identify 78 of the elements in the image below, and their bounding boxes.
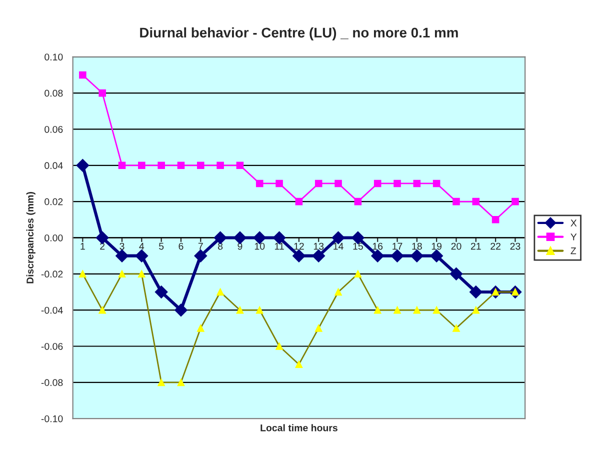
x-tick-label: 6 [178,242,184,250]
point [492,216,500,224]
point [292,249,306,262]
legend-label: Z [570,247,576,254]
point [79,71,86,79]
legend-label: Y [570,234,577,240]
point [194,249,208,262]
point [374,180,382,188]
point [371,249,384,262]
point [430,249,443,262]
point [276,180,283,188]
x-tick-label: 3 [120,242,124,250]
x-tick-label: 5 [159,242,164,250]
point [334,180,342,188]
point [234,231,246,244]
chart-title: Diurnal behavior - Centre (LU) _ no more 0.1 mm [140,27,458,40]
point [314,180,322,188]
x-tick-label: 22 [490,242,500,250]
y-tick-label: 0.02 [44,198,63,206]
x-tick-label: 17 [392,242,402,250]
point [214,231,227,244]
y-tick-label: -0.10 [41,415,63,422]
point [512,198,519,206]
x-tick-label: 20 [451,242,462,250]
point [216,162,224,170]
x-tick-label: 14 [334,242,344,250]
x-tick-label: 7 [198,242,203,250]
y-tick-label: -0.06 [41,342,63,350]
x-tick-label: 23 [510,242,520,250]
y-tick-label: -0.08 [41,379,63,386]
y-tick-label: 0.08 [44,90,63,97]
point [154,286,168,298]
point [158,162,165,170]
point [450,267,463,280]
y-tick-label: 0.10 [44,54,63,60]
x-tick-label: 21 [470,242,481,250]
point [96,231,109,244]
x-tick-label: 16 [372,242,383,250]
point [118,162,126,170]
point [76,158,90,172]
point [236,162,244,170]
legend-label: X [570,220,577,226]
x-tick-label: 13 [314,242,324,250]
point [138,162,146,170]
point [354,198,362,206]
point [116,249,128,262]
x-tick-label: 10 [254,242,265,250]
x-tick-label: 18 [412,242,422,250]
y-tick-label: 0.06 [44,126,63,133]
point [394,180,401,188]
x-tick-label: 12 [294,242,304,250]
point [312,249,326,262]
y-tick-label: -0.02 [41,270,63,278]
y-tick-label: 0.04 [44,162,63,170]
point [413,180,421,188]
x-tick-label: 4 [139,242,144,250]
point [472,198,480,206]
point [390,249,404,262]
point [469,286,482,298]
x-tick-label: 11 [274,242,284,250]
point [410,249,424,262]
point [256,180,264,188]
point [196,162,204,170]
point [135,249,148,262]
point [98,89,106,97]
point [452,198,460,206]
x-tick-label: 1 [80,242,85,250]
point [295,198,303,206]
y-axis-title: Discrepancies (mm) [26,192,36,284]
point [432,180,440,188]
y-tick-label: 0.00 [44,234,63,242]
point [177,162,185,170]
point [272,231,286,244]
x-tick-label: 19 [432,242,442,250]
y-tick-label: -0.04 [41,306,63,314]
x-tick-label: 15 [353,242,363,250]
point [174,304,188,316]
x-axis-title: Local time hours [260,424,338,432]
